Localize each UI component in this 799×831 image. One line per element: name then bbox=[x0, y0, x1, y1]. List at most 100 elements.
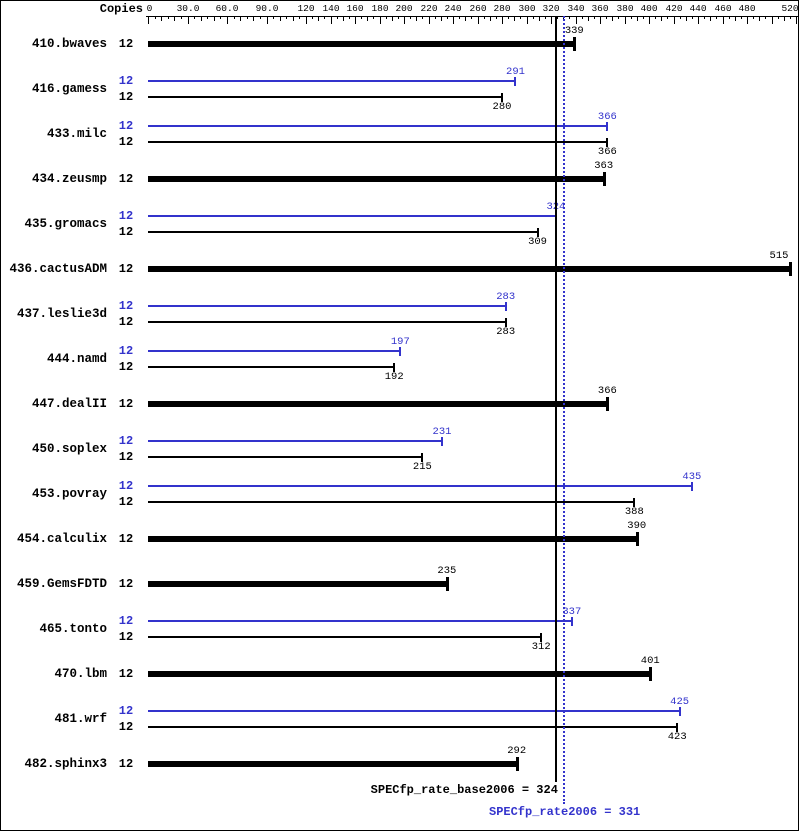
x-axis-tick bbox=[612, 16, 613, 21]
x-axis-tick-label: 90.0 bbox=[255, 3, 279, 14]
base-bar-endcap bbox=[501, 93, 503, 102]
base-value-label: 388 bbox=[624, 506, 644, 518]
peak-value-label: 366 bbox=[597, 111, 617, 123]
x-axis-tick bbox=[631, 16, 632, 19]
peak-mean-line bbox=[563, 16, 566, 804]
x-axis-tick-label: 480 bbox=[738, 3, 756, 14]
x-axis-tick bbox=[692, 16, 693, 19]
copies-value-base: 12 bbox=[118, 135, 134, 149]
base-bar bbox=[148, 366, 395, 368]
x-axis-tick bbox=[441, 16, 442, 21]
x-axis-tick bbox=[741, 16, 742, 19]
x-axis-tick bbox=[343, 16, 344, 21]
x-axis-tick-label: 280 bbox=[493, 3, 511, 14]
peak-value-label: 197 bbox=[390, 336, 410, 348]
base-value-label: 339 bbox=[564, 25, 584, 37]
x-axis-tick bbox=[784, 16, 785, 21]
x-axis-tick bbox=[790, 16, 791, 19]
x-axis-line bbox=[146, 16, 799, 17]
benchmark-label: 470.lbm bbox=[54, 667, 107, 681]
x-axis-tick bbox=[772, 16, 773, 24]
x-axis-tick bbox=[490, 16, 491, 21]
peak-bar-endcap bbox=[514, 77, 517, 86]
x-axis-tick bbox=[588, 16, 589, 21]
x-axis-tick bbox=[459, 16, 460, 19]
x-axis-tick bbox=[680, 16, 681, 19]
base-bar bbox=[148, 636, 542, 638]
x-axis-tick bbox=[527, 16, 528, 24]
x-axis-tick-label: 200 bbox=[395, 3, 413, 14]
base-bar-endcap bbox=[536, 228, 539, 237]
x-axis-tick-label: 340 bbox=[567, 3, 585, 14]
x-axis-tick bbox=[435, 16, 436, 19]
benchmark-label: 481.wrf bbox=[54, 712, 107, 726]
base-value-label: 366 bbox=[597, 146, 617, 158]
copies-value-base: 12 bbox=[118, 360, 134, 374]
base-value-label: 390 bbox=[627, 520, 647, 532]
x-axis-tick bbox=[260, 16, 261, 19]
peak-bar bbox=[148, 305, 506, 307]
base-bar-endcap bbox=[515, 757, 519, 771]
peak-bar-endcap bbox=[678, 707, 681, 716]
peak-bar bbox=[148, 440, 442, 442]
base-bar bbox=[148, 456, 423, 458]
x-axis-tick bbox=[643, 16, 644, 19]
peak-bar bbox=[148, 485, 692, 487]
copies-value: 12 bbox=[118, 757, 134, 771]
base-value-label: 312 bbox=[531, 641, 551, 653]
x-axis-tick bbox=[267, 16, 268, 24]
x-axis-tick bbox=[557, 16, 558, 19]
base-bar bbox=[148, 41, 575, 47]
base-value-label: 192 bbox=[384, 371, 404, 383]
x-axis-tick bbox=[331, 16, 332, 24]
x-axis-tick bbox=[299, 16, 300, 19]
x-axis-tick bbox=[429, 16, 430, 24]
peak-bar-endcap bbox=[399, 347, 402, 356]
x-axis-tick bbox=[465, 16, 466, 21]
base-bar bbox=[148, 671, 651, 677]
x-axis-tick bbox=[618, 16, 619, 19]
x-axis-tick bbox=[796, 16, 797, 24]
x-axis-tick bbox=[349, 16, 350, 19]
base-bar-endcap bbox=[606, 397, 610, 411]
x-axis-tick bbox=[234, 16, 235, 19]
copies-value-peak: 12 bbox=[118, 209, 134, 223]
x-axis-tick bbox=[306, 16, 307, 24]
base-value-label: 283 bbox=[496, 326, 516, 338]
x-axis-tick bbox=[735, 16, 736, 21]
x-axis-tick bbox=[207, 16, 208, 19]
base-bar bbox=[148, 321, 506, 323]
x-axis-tick-label: 420 bbox=[665, 3, 683, 14]
x-axis-tick bbox=[410, 16, 411, 19]
copies-value: 12 bbox=[118, 262, 134, 276]
x-axis-tick bbox=[286, 16, 287, 19]
benchmark-label: 459.GemsFDTD bbox=[16, 577, 107, 591]
x-axis-tick bbox=[188, 16, 189, 24]
base-bar-endcap bbox=[602, 172, 606, 186]
x-axis-tick bbox=[247, 16, 248, 19]
base-bar-endcap bbox=[606, 138, 609, 147]
copies-value-peak: 12 bbox=[118, 119, 134, 133]
x-axis-tick-label: 440 bbox=[689, 3, 707, 14]
x-axis-tick bbox=[704, 16, 705, 19]
benchmark-label: 410.bwaves bbox=[31, 37, 107, 51]
peak-bar-endcap bbox=[504, 302, 507, 311]
x-axis-tick-label: 220 bbox=[420, 3, 438, 14]
x-axis-tick-label: 380 bbox=[616, 3, 634, 14]
x-axis-tick bbox=[220, 16, 221, 19]
x-axis-tick-label: 120 bbox=[297, 3, 315, 14]
copies-value: 12 bbox=[118, 532, 134, 546]
peak-bar-endcap bbox=[606, 122, 609, 131]
x-axis-tick-label: 60.0 bbox=[215, 3, 239, 14]
base-bar bbox=[148, 536, 637, 542]
base-bar-endcap bbox=[421, 453, 424, 462]
x-axis-tick bbox=[520, 16, 521, 19]
copies-value: 12 bbox=[118, 172, 134, 186]
copies-value-base: 12 bbox=[118, 495, 134, 509]
copies-value: 12 bbox=[118, 37, 134, 51]
x-axis-tick bbox=[324, 16, 325, 19]
peak-bar bbox=[148, 125, 608, 127]
base-bar-endcap bbox=[676, 723, 679, 732]
x-axis-tick-label: 260 bbox=[469, 3, 487, 14]
